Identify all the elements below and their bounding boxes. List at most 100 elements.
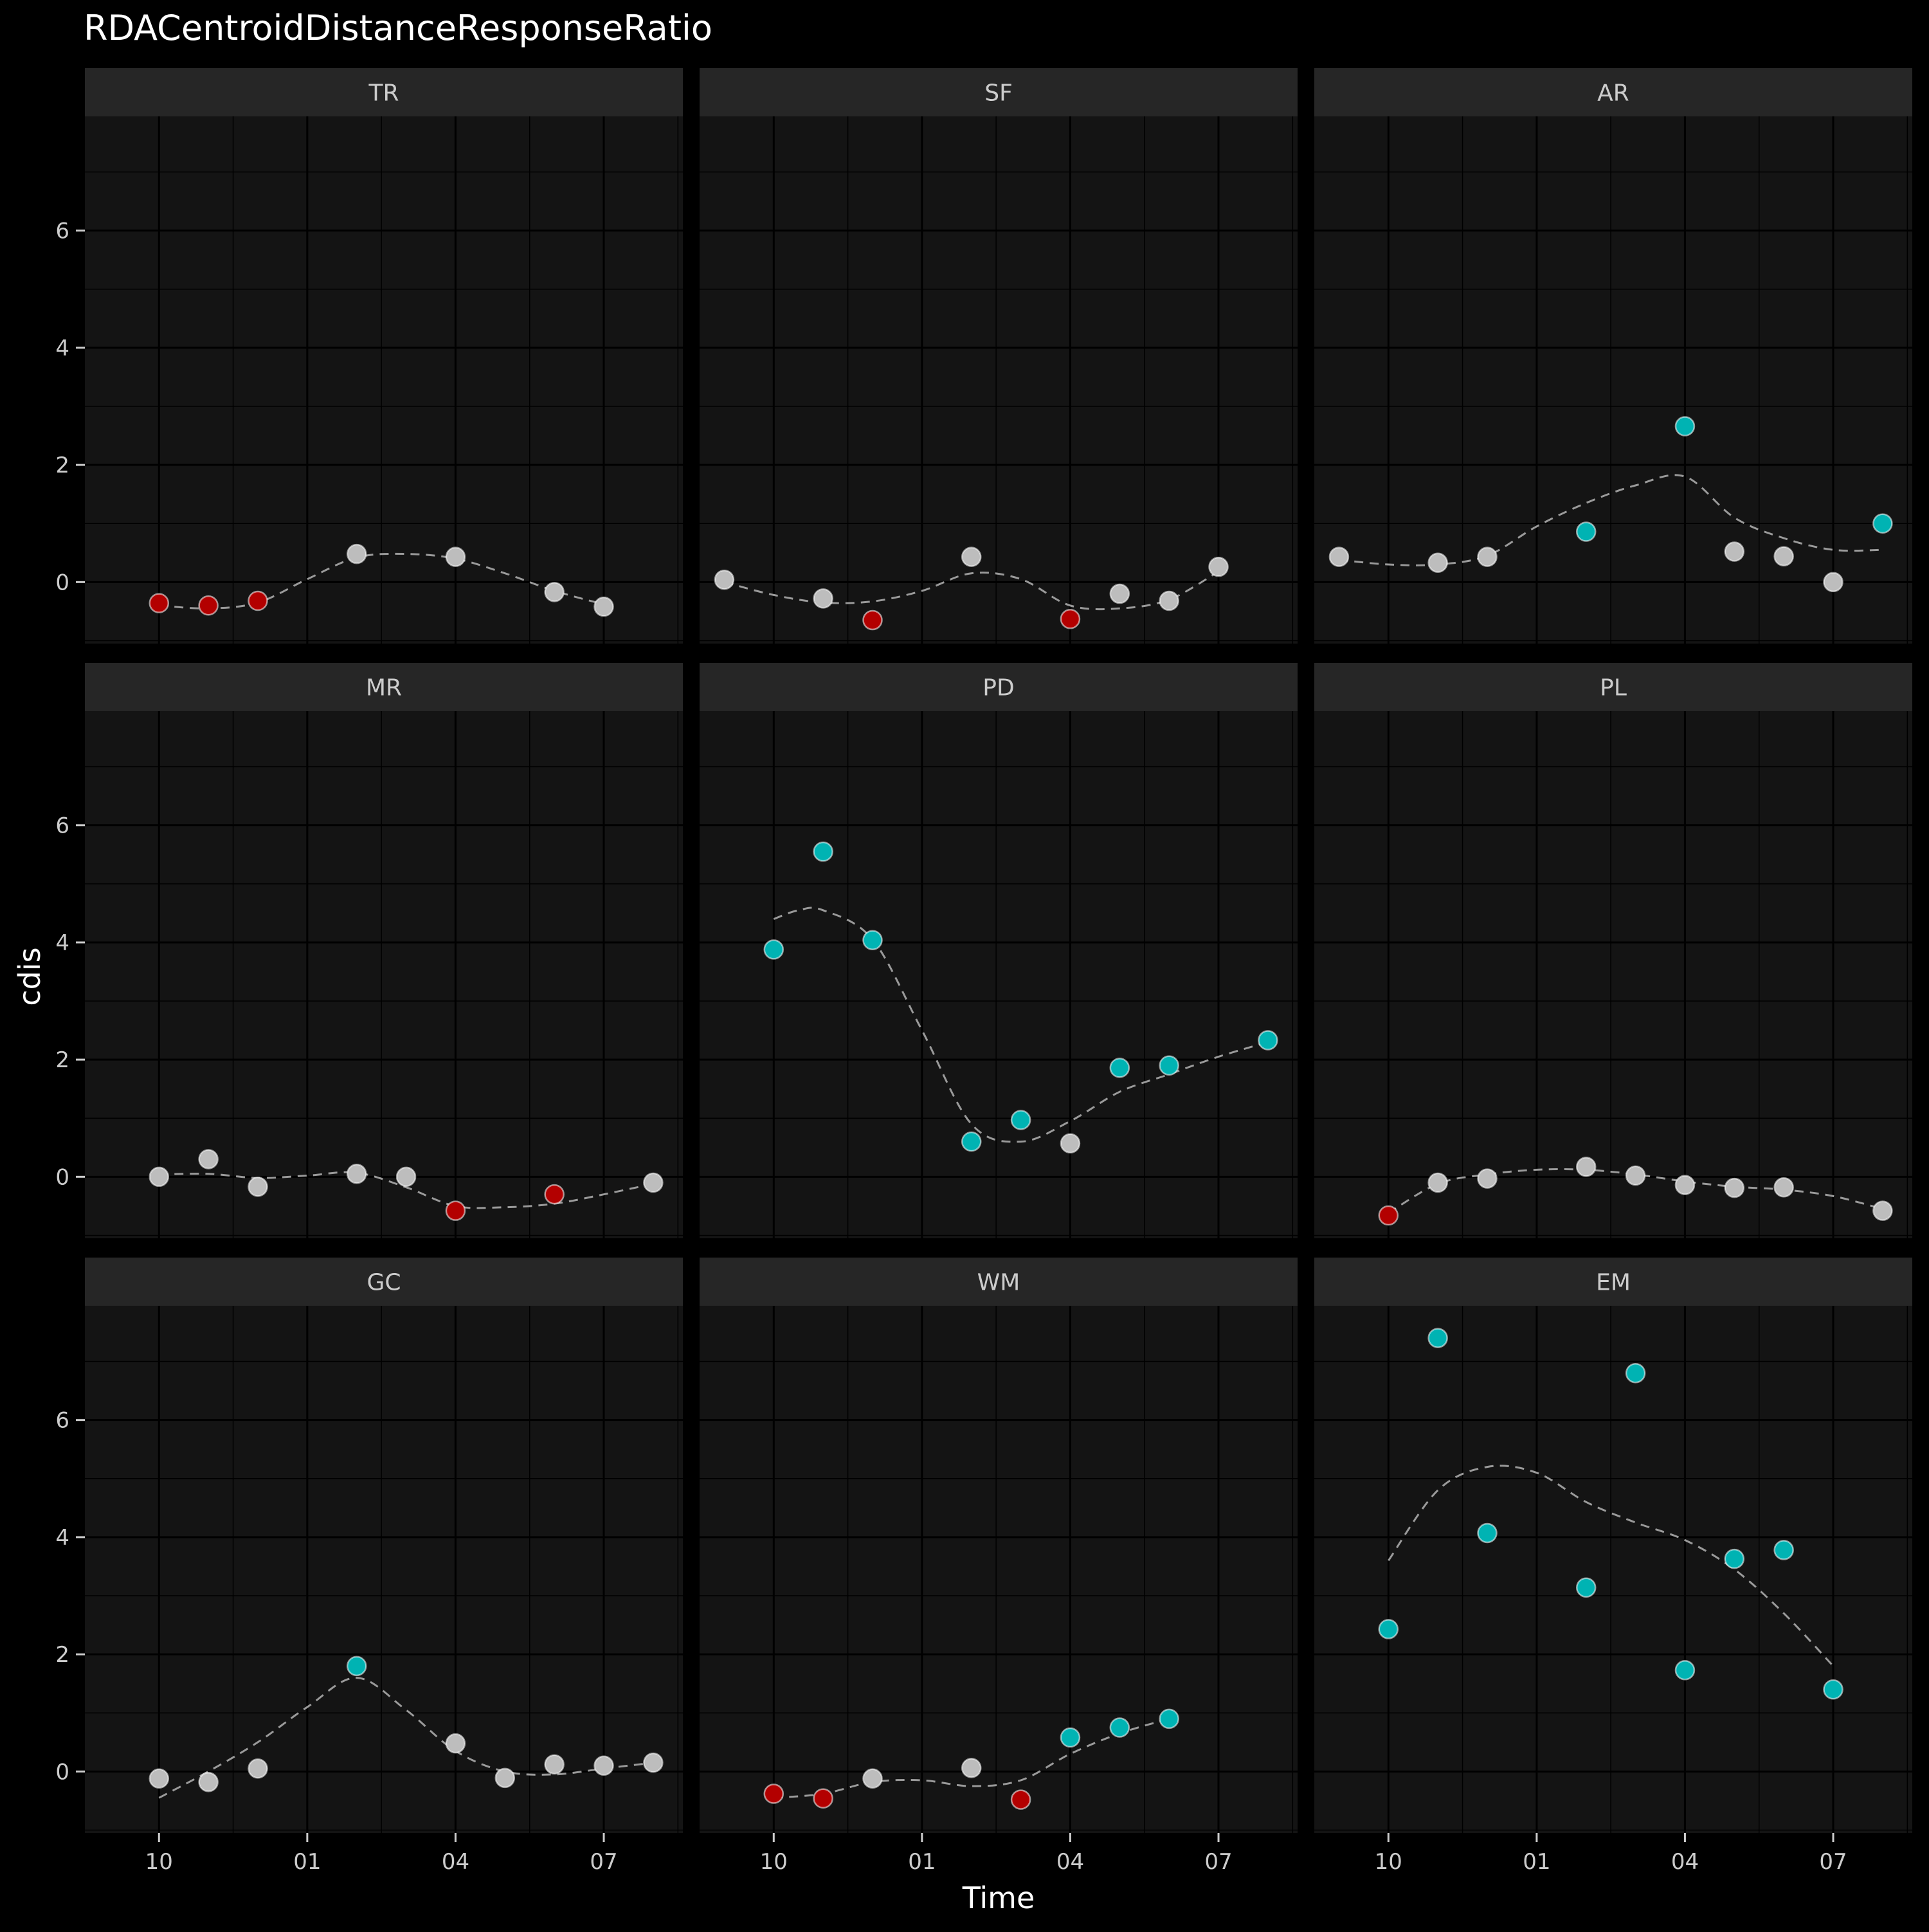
data-point (248, 590, 268, 611)
data-point (1674, 416, 1696, 437)
data-point (149, 593, 170, 613)
data-point (1872, 513, 1893, 534)
data-point (1427, 1172, 1448, 1193)
facet-strip (1314, 68, 1912, 116)
panel-background (1314, 1306, 1912, 1833)
facet-panel-mr: MR 0 2 4 6 (55, 663, 683, 1238)
panel-background (85, 1306, 683, 1833)
data-point (961, 1131, 982, 1152)
x-tick-label: 01 (293, 1849, 321, 1875)
y-tick-label: 2 (55, 1642, 69, 1668)
data-point (1674, 1659, 1696, 1681)
facet-panel-pl: PL (1314, 663, 1912, 1238)
data-point (1109, 583, 1130, 604)
facet-strip-label: WM (977, 1270, 1020, 1296)
y-tick-label: 0 (55, 1164, 69, 1190)
x-tick-label: 04 (1056, 1849, 1084, 1875)
data-point (961, 1758, 982, 1778)
data-point (1773, 546, 1794, 566)
facet-panel-tr: TR 0 2 4 6 (55, 68, 683, 644)
data-point (1674, 1175, 1696, 1195)
data-point (1575, 521, 1597, 542)
data-point (862, 609, 883, 631)
data-point (1477, 1168, 1498, 1189)
x-tick-label: 07 (1204, 1849, 1232, 1875)
data-point (248, 1758, 268, 1779)
y-tick-label: 4 (55, 930, 69, 956)
panel-background (1314, 116, 1912, 644)
facet-strip (1314, 663, 1912, 711)
data-point (346, 1164, 367, 1184)
facet-panel-gc: GC 0 2 4 6 10 01 04 07 (55, 1258, 683, 1875)
x-tick-label: 10 (145, 1849, 173, 1875)
data-point (544, 582, 565, 602)
data-point (1109, 1058, 1130, 1078)
facet-strip-label: TR (368, 80, 399, 107)
y-axis-label: cdis (12, 947, 47, 1006)
data-point (248, 1177, 268, 1197)
panel-background (700, 116, 1298, 644)
facet-strip (700, 1258, 1298, 1306)
facet-panel-wm: WM 10 01 04 07 (700, 1258, 1298, 1875)
y-tick-label: 4 (55, 336, 69, 361)
facet-strip (1314, 1258, 1912, 1306)
data-point (862, 930, 883, 950)
data-point (395, 1166, 417, 1187)
facet-strip (85, 68, 683, 116)
y-tick-label: 6 (55, 1408, 69, 1434)
facet-panel-ar: AR (1314, 68, 1912, 644)
data-point (445, 1200, 466, 1221)
panel-background (1314, 711, 1912, 1238)
data-point (494, 1767, 516, 1789)
data-point (1109, 1717, 1130, 1738)
facet-strip-label: GC (367, 1270, 401, 1296)
data-point (1823, 1679, 1843, 1700)
facet-strip (85, 1258, 683, 1306)
facet-strip-label: PD (983, 675, 1014, 701)
x-tick-label: 07 (1819, 1849, 1847, 1875)
data-point (763, 1783, 784, 1804)
data-point (1378, 1205, 1399, 1226)
data-point (149, 1768, 170, 1789)
panel-background (85, 711, 683, 1238)
data-point (813, 588, 833, 609)
data-point (198, 1771, 219, 1792)
panel-background (700, 711, 1298, 1238)
y-tick-label: 2 (55, 453, 69, 478)
data-point (1773, 1177, 1794, 1198)
trend-line (159, 1171, 654, 1209)
facet-strip (700, 68, 1298, 116)
x-tick-label: 10 (1375, 1849, 1402, 1875)
y-tick-label: 4 (55, 1525, 69, 1551)
data-point (1724, 1177, 1745, 1198)
trend-line (158, 1677, 654, 1799)
y-tick-label: 0 (55, 570, 69, 595)
data-point (1427, 552, 1448, 573)
data-point (1208, 556, 1229, 577)
data-point (445, 1733, 466, 1754)
trend-line (1388, 1465, 1834, 1667)
data-point (1575, 1157, 1597, 1177)
data-point (1625, 1165, 1646, 1186)
facet-strip-label: EM (1596, 1270, 1631, 1296)
x-axis-label: Time (962, 1881, 1035, 1915)
data-point (1060, 1133, 1081, 1154)
x-tick-label: 04 (1671, 1849, 1699, 1875)
data-point (593, 596, 614, 617)
data-point (1010, 1789, 1031, 1810)
facet-panel-em: EM 10 01 04 07 (1314, 1258, 1912, 1875)
data-point (1060, 1727, 1081, 1748)
y-tick-label: 0 (55, 1759, 69, 1785)
data-point (1159, 1708, 1179, 1729)
trend-line (724, 570, 1219, 611)
data-point (643, 1752, 664, 1773)
data-point (198, 595, 219, 616)
facet-strip-label: MR (366, 675, 402, 701)
data-point (544, 1754, 565, 1775)
x-tick-label: 04 (442, 1849, 469, 1875)
facet-panel-sf: SF (700, 68, 1298, 644)
chart-title: RDACentroidDistanceResponseRatio (84, 8, 712, 48)
panel-background (700, 1306, 1298, 1833)
trend-line (773, 907, 1269, 1143)
